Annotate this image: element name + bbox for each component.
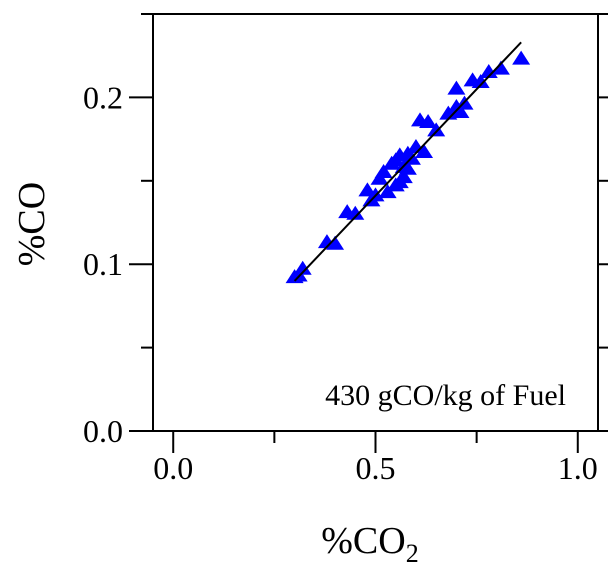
x-axis-title-subscript: 2 bbox=[406, 539, 419, 568]
x-tick-label: 0.0 bbox=[153, 450, 193, 486]
y-axis-title: %CO bbox=[11, 182, 53, 266]
data-point bbox=[293, 260, 312, 275]
data-point bbox=[451, 104, 470, 119]
fit-line bbox=[293, 41, 522, 282]
x-axis-title-main: %CO bbox=[321, 520, 405, 562]
y-tick-label: 0.0 bbox=[83, 413, 123, 449]
axis-ticks: 0.0 0.1 0.2 0.0 0.5 1.0 bbox=[83, 13, 608, 486]
y-tick-label: 0.1 bbox=[83, 246, 123, 282]
x-axis-title: %CO2 bbox=[321, 520, 418, 568]
data-point bbox=[427, 122, 446, 137]
data-point bbox=[326, 235, 345, 250]
data-point bbox=[398, 160, 417, 175]
annotation-text: 430 gCO/kg of Fuel bbox=[325, 379, 566, 412]
data-point bbox=[394, 169, 413, 184]
data-point bbox=[512, 50, 531, 65]
x-tick-label: 0.5 bbox=[356, 450, 396, 486]
data-points bbox=[285, 50, 531, 284]
data-point bbox=[419, 114, 438, 129]
data-point bbox=[471, 73, 490, 88]
data-point bbox=[374, 164, 393, 179]
data-point bbox=[346, 205, 365, 220]
data-point bbox=[447, 80, 466, 95]
data-point bbox=[415, 144, 434, 159]
x-tick-label: 1.0 bbox=[558, 450, 598, 486]
plot-frame bbox=[152, 13, 599, 432]
y-tick-label: 0.2 bbox=[83, 79, 123, 115]
fit-line-group bbox=[293, 41, 522, 282]
data-point bbox=[358, 182, 377, 197]
data-point bbox=[491, 60, 510, 75]
